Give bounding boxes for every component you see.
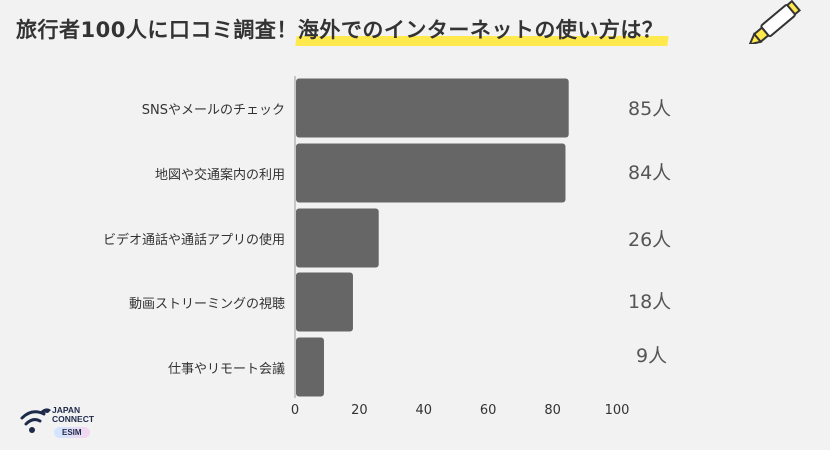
chart-title: 旅行者100人に口コミ調査！海外でのインターネットの使い方は？ xyxy=(16,14,663,44)
bar xyxy=(296,143,566,203)
wifi-whale-logo-icon xyxy=(20,408,51,433)
x-tick-label: 100 xyxy=(604,403,630,418)
x-tick-label: 20 xyxy=(351,403,368,418)
value-label: 85人 xyxy=(628,98,672,120)
x-tick-label: 40 xyxy=(415,403,433,418)
category-label: SNSやメールのチェック xyxy=(141,103,285,118)
category-label: ビデオ通話や通話アプリの使用 xyxy=(102,233,285,248)
category-label: 地図や交通案内の利用 xyxy=(154,168,285,183)
value-label: 26人 xyxy=(628,229,672,251)
brand-badge: ESIM xyxy=(54,427,90,438)
x-tick-label: 0 xyxy=(290,403,300,418)
title-part2-highlighted: 海外でのインターネットの使い方は？ xyxy=(297,18,664,42)
x-tick-label: 60 xyxy=(479,403,497,418)
value-label: 9人 xyxy=(636,345,668,367)
bar xyxy=(296,272,353,332)
category-label: 動画ストリーミングの視聴 xyxy=(128,297,285,312)
title-part1: 旅行者100人に口コミ調査！ xyxy=(16,18,298,42)
highlighter-pen-icon xyxy=(748,0,802,44)
x-tick-label: 80 xyxy=(544,403,561,418)
brand-line2: CONNECT xyxy=(52,414,95,424)
value-label: 18人 xyxy=(628,291,672,313)
brand-line1: JAPAN xyxy=(52,405,81,415)
category-label: 仕事やリモート会議 xyxy=(167,362,285,377)
bar xyxy=(296,337,324,397)
brand-name: JAPAN CONNECT xyxy=(52,406,94,424)
bar xyxy=(296,78,569,138)
value-label: 84人 xyxy=(628,162,672,184)
title-area: 旅行者100人に口コミ調査！海外でのインターネットの使い方は？ xyxy=(0,0,830,60)
bar xyxy=(296,208,379,268)
